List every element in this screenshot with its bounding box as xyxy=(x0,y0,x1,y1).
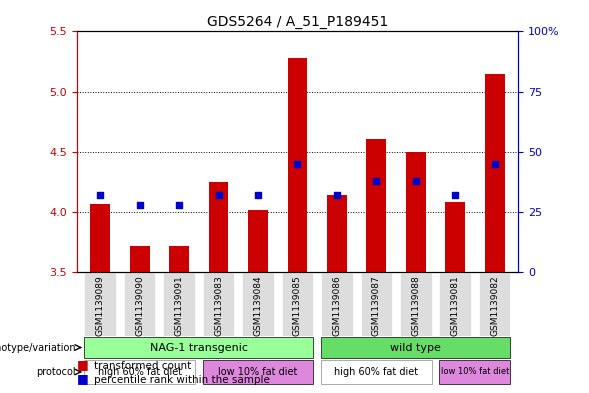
Text: low 10% fat diet: low 10% fat diet xyxy=(219,367,297,377)
FancyBboxPatch shape xyxy=(479,272,511,336)
Bar xyxy=(445,202,465,272)
Text: percentile rank within the sample: percentile rank within the sample xyxy=(94,375,270,385)
Text: genotype/variation: genotype/variation xyxy=(0,343,76,353)
Text: GSM1139082: GSM1139082 xyxy=(490,275,499,336)
Bar xyxy=(130,246,150,272)
Text: ■: ■ xyxy=(77,358,88,371)
Bar xyxy=(248,209,268,272)
Point xyxy=(332,192,342,198)
FancyBboxPatch shape xyxy=(321,337,511,358)
Bar xyxy=(327,195,347,272)
Text: GSM1139091: GSM1139091 xyxy=(174,275,184,336)
FancyBboxPatch shape xyxy=(439,272,471,336)
Bar xyxy=(209,182,229,272)
Point xyxy=(135,202,144,208)
FancyBboxPatch shape xyxy=(203,360,313,384)
FancyBboxPatch shape xyxy=(124,272,155,336)
FancyBboxPatch shape xyxy=(163,272,195,336)
FancyBboxPatch shape xyxy=(84,272,116,336)
Bar xyxy=(287,58,307,272)
FancyBboxPatch shape xyxy=(84,337,313,358)
FancyBboxPatch shape xyxy=(242,272,274,336)
Point xyxy=(174,202,184,208)
Point xyxy=(411,178,421,184)
Text: GSM1139083: GSM1139083 xyxy=(214,275,223,336)
Point xyxy=(95,192,105,198)
Text: GSM1139081: GSM1139081 xyxy=(451,275,459,336)
Point xyxy=(214,192,223,198)
Text: GSM1139090: GSM1139090 xyxy=(135,275,144,336)
Text: GSM1139087: GSM1139087 xyxy=(372,275,381,336)
Bar xyxy=(169,246,189,272)
Title: GDS5264 / A_51_P189451: GDS5264 / A_51_P189451 xyxy=(207,15,388,29)
FancyBboxPatch shape xyxy=(400,272,432,336)
Text: GSM1139086: GSM1139086 xyxy=(332,275,342,336)
FancyBboxPatch shape xyxy=(321,272,353,336)
Text: GSM1139085: GSM1139085 xyxy=(293,275,302,336)
Text: NAG-1 transgenic: NAG-1 transgenic xyxy=(150,343,248,353)
Text: GSM1139084: GSM1139084 xyxy=(253,275,263,336)
FancyBboxPatch shape xyxy=(439,360,511,384)
Text: wild type: wild type xyxy=(391,343,441,353)
Text: protocol: protocol xyxy=(36,367,76,377)
Text: GSM1139088: GSM1139088 xyxy=(411,275,421,336)
Bar xyxy=(485,73,505,272)
Point xyxy=(253,192,263,198)
Bar xyxy=(406,152,426,272)
Text: high 60% fat diet: high 60% fat diet xyxy=(335,367,418,377)
Point xyxy=(293,161,302,167)
Bar xyxy=(90,204,110,272)
Point xyxy=(490,161,499,167)
Text: high 60% fat diet: high 60% fat diet xyxy=(98,367,182,377)
Bar xyxy=(366,139,386,272)
Text: transformed count: transformed count xyxy=(94,362,191,371)
Point xyxy=(451,192,460,198)
FancyBboxPatch shape xyxy=(282,272,313,336)
FancyBboxPatch shape xyxy=(360,272,392,336)
Text: low 10% fat diet: low 10% fat diet xyxy=(441,367,509,376)
FancyBboxPatch shape xyxy=(203,272,234,336)
FancyBboxPatch shape xyxy=(84,360,195,384)
Point xyxy=(372,178,381,184)
FancyBboxPatch shape xyxy=(321,360,432,384)
Text: ■: ■ xyxy=(77,372,88,385)
Text: GSM1139089: GSM1139089 xyxy=(96,275,105,336)
